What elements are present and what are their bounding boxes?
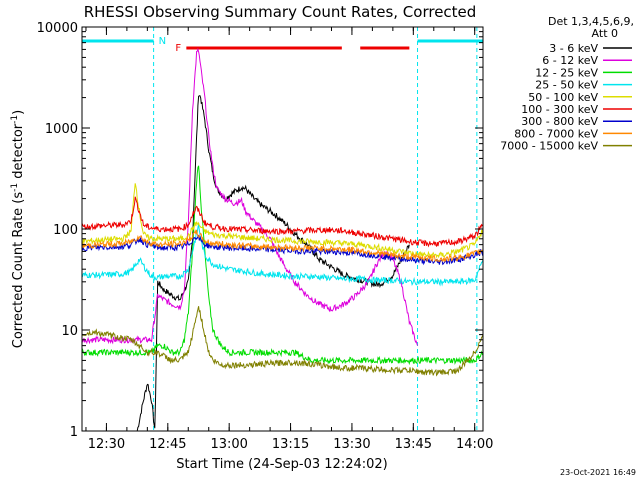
- footer-timestamp: 23-Oct-2021 16:49: [560, 468, 636, 477]
- x-tick-label: 14:00: [456, 437, 493, 452]
- series-line-7: [81, 229, 484, 263]
- legend-label: 12 - 25 keV: [535, 66, 598, 79]
- y-axis-label-sup2: -1: [10, 115, 20, 124]
- series-line-1: [81, 47, 418, 346]
- legend-label: 7000 - 15000 keV: [500, 140, 598, 153]
- y-axis-label-mid: detector: [11, 123, 26, 183]
- flag-bars: NF: [82, 27, 483, 431]
- y-axis-label: Corrected Count Rate (s-1 detector-1): [10, 110, 26, 348]
- x-tick-label: 13:15: [272, 437, 309, 452]
- legend-label: 100 - 300 keV: [521, 103, 598, 116]
- series-line-8: [81, 306, 484, 377]
- x-axis: 12:30 12:45 13:00 13:15 13:30 13:45 14:00: [85, 27, 493, 452]
- series-line-2: [81, 165, 484, 366]
- series-line-3: [81, 223, 484, 287]
- y-tick-label: 1000: [45, 122, 78, 137]
- series-line-0: [136, 95, 410, 432]
- x-tick-label: 12:30: [88, 437, 125, 452]
- y-tick-label: 10000: [37, 21, 78, 36]
- y-tick-label: 10: [61, 324, 78, 339]
- y-axis-label-main: Corrected Count Rate (s: [11, 192, 26, 349]
- legend-header-1: Det 1,3,4,5,6,9,: [548, 15, 634, 28]
- legend-label: 25 - 50 keV: [535, 79, 598, 92]
- y-axis: 1 10 100 1000 10000: [37, 21, 483, 440]
- x-tick-label: 12:45: [149, 437, 186, 452]
- legend-label: 3 - 6 keV: [549, 42, 598, 55]
- chart-title: RHESSI Observing Summary Count Rates, Co…: [84, 3, 477, 21]
- legend-label: 300 - 800 keV: [521, 115, 598, 128]
- y-axis-label-sup1: -1: [10, 183, 20, 192]
- legend-label: 6 - 12 keV: [542, 54, 598, 67]
- y-tick-label: 1: [70, 425, 78, 440]
- x-tick-label: 13:30: [333, 437, 370, 452]
- saa-flag-label: N: [159, 36, 166, 47]
- flare-flag-label: F: [175, 43, 181, 54]
- y-axis-label-end: ): [11, 110, 26, 115]
- legend-header-2: Att 0: [592, 27, 618, 40]
- x-tick-label: 13:00: [210, 437, 247, 452]
- y-tick-label: 100: [53, 223, 78, 238]
- x-tick-label: 13:45: [395, 437, 432, 452]
- x-axis-label: Start Time (24-Sep-03 12:24:02): [176, 457, 387, 472]
- legend-label: 50 - 100 keV: [528, 91, 598, 104]
- series-line-5: [81, 196, 484, 248]
- series-line-4: [81, 183, 484, 259]
- series-lines: [81, 47, 484, 432]
- legend-label: 800 - 7000 keV: [514, 127, 598, 140]
